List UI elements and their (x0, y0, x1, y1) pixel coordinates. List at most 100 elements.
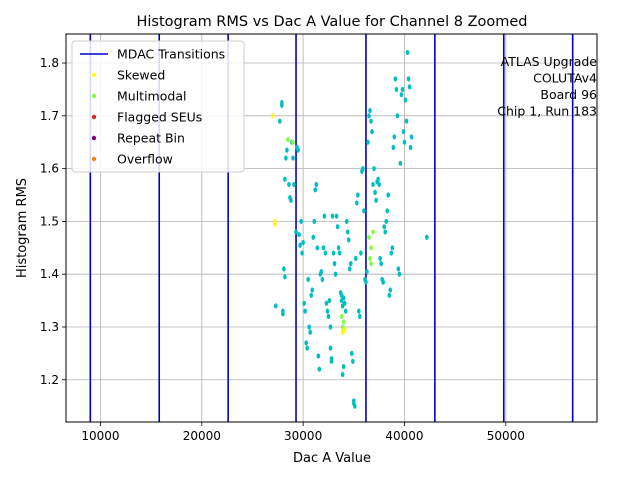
data-point (308, 329, 313, 335)
data-point (300, 250, 304, 256)
data-point (362, 208, 366, 214)
data-point (281, 311, 285, 317)
data-point (315, 245, 320, 251)
data-point (342, 327, 347, 333)
data-point (397, 271, 402, 277)
data-point (332, 261, 337, 267)
data-point (340, 371, 345, 378)
data-point (377, 181, 381, 188)
data-point (354, 255, 358, 261)
data-point (359, 250, 363, 256)
data-point (341, 319, 346, 325)
data-point (393, 76, 398, 82)
x-tick-label: 30000 (284, 429, 322, 443)
data-point (341, 363, 346, 370)
data-point (379, 261, 383, 267)
data-point (335, 224, 340, 230)
data-point (325, 308, 330, 314)
data-point (398, 160, 403, 166)
annotation-line: COLUTAv4 (533, 71, 597, 86)
series-skewed (270, 113, 347, 335)
data-point (388, 287, 393, 293)
data-point (336, 245, 341, 251)
data-point (367, 113, 371, 119)
data-point (385, 208, 390, 214)
data-point (320, 276, 325, 283)
series-multimodal (286, 136, 375, 330)
legend: MDAC Transitions Skewed Multimodal Flagged … (71, 40, 245, 173)
data-point (382, 224, 386, 230)
data-point (383, 229, 388, 235)
data-point (272, 218, 277, 225)
annotation-line: Chip 1, Run 183 (497, 104, 597, 119)
chart-title: Histogram RMS vs Dac A Value for Channel… (136, 14, 527, 30)
plot-frame (65, 33, 598, 423)
annotation-line: Board 96 (540, 87, 597, 102)
data-point (337, 250, 342, 256)
data-point (370, 129, 374, 135)
data-point (330, 213, 335, 219)
data-point (287, 181, 291, 188)
data-point (345, 229, 350, 235)
legend-label: MDAC Transitions (117, 47, 225, 62)
data-point (365, 268, 369, 275)
data-point (328, 324, 333, 330)
data-point (270, 113, 275, 119)
data-point (328, 345, 333, 351)
legend-dot-marker (91, 156, 97, 162)
data-points (270, 49, 429, 409)
data-point (408, 144, 413, 151)
data-point (278, 118, 282, 124)
data-point (284, 155, 288, 161)
y-tick-label: 1.5 (40, 214, 59, 228)
data-point (361, 166, 365, 172)
data-point (296, 147, 300, 153)
annotation-line: ATLAS Upgrade (501, 54, 598, 69)
data-point (399, 92, 404, 98)
data-point (339, 313, 344, 320)
data-point (407, 84, 412, 90)
data-point (285, 147, 289, 153)
data-point (392, 134, 397, 140)
data-point (294, 229, 298, 235)
data-point (292, 181, 296, 188)
x-tick-label: 20000 (183, 429, 221, 443)
data-point (353, 403, 357, 409)
data-point (386, 192, 391, 198)
data-point (333, 271, 338, 277)
x-axis-ticks: 10000 20000 30000 40000 50000 (81, 422, 525, 443)
y-tick-label: 1.8 (40, 56, 59, 70)
x-tick-label: 40000 (385, 429, 423, 443)
data-point (395, 113, 400, 119)
y-axis-label: Histogram RMS (15, 178, 30, 278)
data-point (346, 237, 351, 243)
data-point (409, 134, 414, 140)
data-point (289, 197, 293, 203)
data-point (306, 276, 310, 283)
data-point (299, 218, 303, 225)
data-point (364, 279, 368, 285)
data-point (291, 139, 295, 145)
data-point (304, 340, 308, 346)
data-point (369, 118, 373, 124)
data-point (326, 313, 331, 320)
data-point (273, 303, 278, 309)
data-point (312, 218, 317, 225)
data-point (405, 49, 410, 56)
y-tick-label: 1.2 (40, 373, 59, 387)
data-point (394, 86, 399, 93)
data-point (331, 250, 336, 256)
data-point (291, 155, 295, 161)
data-point (396, 266, 401, 272)
x-tick-label: 50000 (487, 429, 525, 443)
data-point (424, 234, 429, 240)
legend-label: Repeat Bin (117, 131, 185, 146)
legend-label: Multimodal (117, 89, 186, 104)
data-point (357, 308, 361, 314)
data-point (298, 242, 302, 248)
data-point (374, 197, 378, 203)
data-point (387, 292, 392, 298)
data-point (316, 353, 321, 359)
